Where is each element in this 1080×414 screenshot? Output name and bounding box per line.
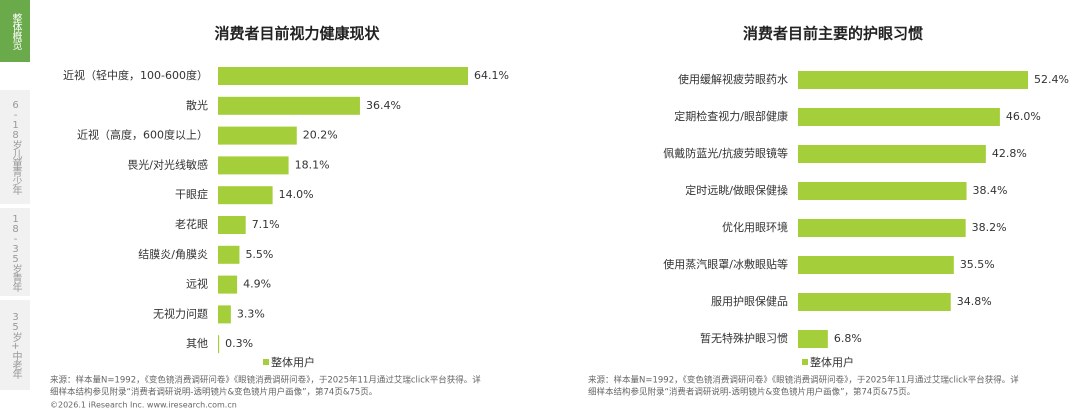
value-label: 3.3% [237,307,265,320]
category-label: 其他 [186,337,208,350]
category-label: 定时远眺/做眼保健操 [685,183,788,197]
legend-swatch [802,359,808,365]
bar [798,256,954,274]
source-note: 来源：样本量N=1992，《变色镜消费调研问卷》《眼镜消费调研问卷》，于2025… [50,375,481,386]
copyright: ©2026.1 iResearch Inc. www.iresearch.com… [50,401,237,410]
bar [218,305,231,324]
category-label: 近视（高度，600度以上） [77,128,208,142]
bar [218,156,289,175]
value-label: 4.9% [243,278,271,291]
bar [218,186,273,205]
value-label: 38.2% [972,221,1007,234]
category-label: 远视 [186,277,208,291]
bar [798,182,967,200]
value-label: 0.3% [225,337,253,350]
bar [218,126,297,145]
value-label: 46.0% [1006,110,1041,123]
category-label: 畏光/对光线敏感 [127,157,208,171]
value-label: 36.4% [366,99,401,112]
value-label: 42.8% [992,147,1027,160]
category-label: 使用缓解视疲劳眼药水 [678,72,788,86]
chart-title: 消费者目前主要的护眼习惯 [743,25,923,43]
bar [798,145,986,163]
category-label: 干眼症 [175,187,208,201]
category-label: 结膜炎/角膜炎 [138,248,208,261]
category-label: 优化用眼环境 [722,220,788,234]
bar [218,275,238,294]
value-label: 7.1% [252,218,280,231]
value-label: 64.1% [474,69,509,82]
sidebar: 整体概览 6-18岁儿童青少年 18-35岁青年 35岁+中老年 [0,0,34,414]
category-label: 佩戴防蓝光/抗疲劳眼镜等 [663,146,788,160]
category-label: 暂无特殊护眼习惯 [700,331,788,345]
source-note: 细样本结构参见附录“消费者调研说明-透明镜片&变色镜片用户画像”，第74页&75… [588,387,915,398]
category-label: 无视力问题 [153,306,208,320]
source-note: 来源：样本量N=1992，《变色镜消费调研问卷》《眼镜消费调研问卷》，于2025… [588,375,1019,386]
value-label: 18.1% [295,158,330,171]
value-label: 38.4% [973,184,1008,197]
value-label: 35.5% [960,258,995,271]
category-label: 散光 [186,98,208,112]
source-note: 细样本结构参见附录“消费者调研说明-透明镜片&变色镜片用户画像”，第74页&75… [50,387,377,398]
bar [798,330,828,348]
value-label: 6.8% [834,332,862,345]
tab[interactable]: 35岁+中老年 [0,300,30,390]
bar [218,67,468,85]
category-label: 服用护眼保健品 [711,294,788,308]
value-label: 14.0% [279,188,314,201]
tab[interactable]: 6-18岁儿童青少年 [0,90,30,204]
value-label: 20.2% [303,129,338,142]
tab[interactable]: 18-35岁青年 [0,208,30,296]
tab[interactable]: 整体概览 [0,0,30,62]
value-label: 34.8% [957,295,992,308]
category-label: 老花眼 [175,218,208,231]
value-label: 52.4% [1034,73,1069,86]
category-label: 使用蒸汽眼罩/冰敷眼贴等 [663,257,788,271]
legend-label: 整体用户 [271,355,315,369]
chart-title: 消费者目前视力健康现状 [214,25,380,43]
value-label: 5.5% [245,248,273,261]
legend-label: 整体用户 [810,355,854,369]
bar [798,219,966,237]
category-label: 定期检查视力/眼部健康 [674,109,788,123]
bar [218,335,220,354]
legend-swatch [263,359,269,365]
bar [798,108,1000,126]
bar [218,216,246,234]
bar [218,96,360,115]
bar [798,293,951,311]
bar [798,71,1028,89]
category-label: 近视（轻中度，100-600度） [63,68,208,82]
bar [218,245,240,264]
